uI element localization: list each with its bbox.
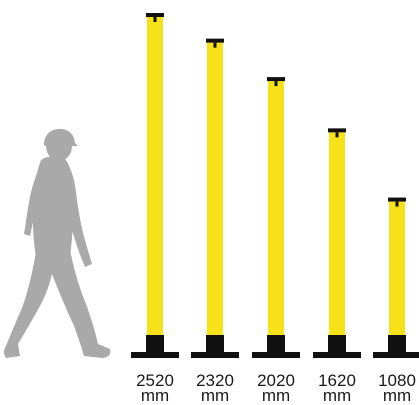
- size-label-1080: 1080 mm: [372, 371, 419, 405]
- size-unit: mm: [382, 386, 412, 405]
- size-label-1620: 1620 mm: [312, 371, 362, 405]
- size-value: 1620: [318, 371, 356, 390]
- post-base-2520: [146, 335, 164, 354]
- size-unit: mm: [140, 386, 170, 405]
- post-cap-stem-2520: [153, 17, 157, 22]
- post-plate-1080: [373, 352, 419, 358]
- post-cap-2520: [146, 13, 164, 17]
- post-shaft-2020: [268, 81, 284, 340]
- post-cap-stem-1620: [335, 132, 339, 138]
- post-base-1080: [388, 335, 406, 354]
- size-unit: mm: [261, 386, 291, 405]
- post-base-2320: [206, 335, 224, 354]
- size-unit: mm: [322, 386, 352, 405]
- post-shaft-1080: [389, 201, 405, 340]
- post-cap-1620: [328, 128, 346, 133]
- post-base-2020: [267, 335, 285, 354]
- size-label-2020: 2020 mm: [251, 371, 301, 405]
- post-plate-2520: [131, 352, 179, 358]
- post-shaft-1620: [329, 132, 345, 340]
- post-base-1620: [328, 335, 346, 354]
- post-cap-stem-2020: [274, 81, 278, 87]
- post-plate-2320: [191, 352, 239, 358]
- size-value: 2520: [136, 371, 174, 390]
- post-plate-2020: [252, 352, 300, 358]
- post-cap-stem-1080: [395, 201, 399, 207]
- post-cap-2020: [267, 77, 285, 82]
- size-value: 2020: [257, 371, 295, 390]
- post-shaft-2320: [207, 42, 223, 341]
- size-value: 2320: [196, 371, 234, 390]
- post-plate-1620: [313, 352, 361, 358]
- size-label-2520: 2520 mm: [130, 371, 180, 405]
- post-cap-2320: [206, 38, 224, 43]
- size-unit: mm: [200, 386, 230, 405]
- size-label-2320: 2320 mm: [190, 371, 240, 405]
- post-cap-1080: [388, 197, 406, 202]
- post-cap-stem-2320: [213, 42, 217, 48]
- size-value: 1080: [378, 371, 416, 390]
- walking-person-icon: [4, 128, 111, 358]
- bollard-posts: [131, 13, 419, 358]
- post-shaft-2520: [147, 17, 163, 340]
